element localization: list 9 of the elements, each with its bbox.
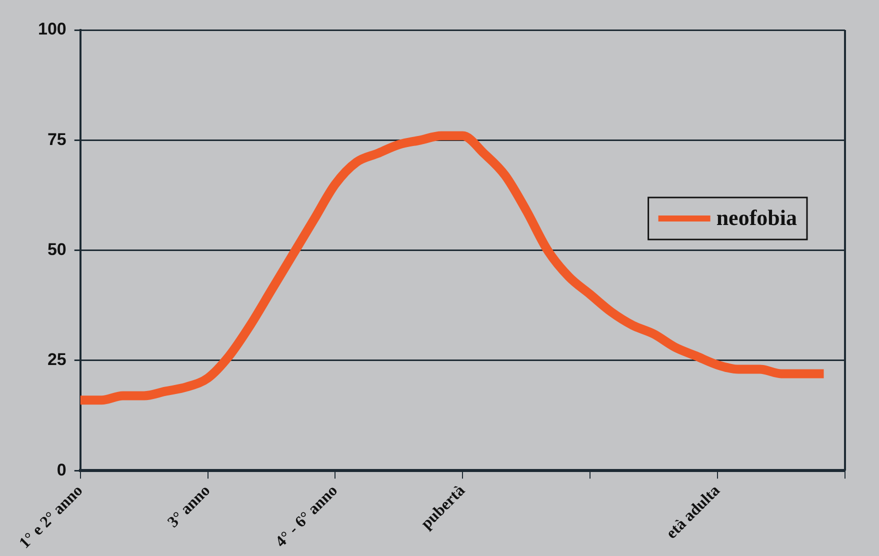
x-tick-label: 1° e 2° anno xyxy=(16,482,86,552)
y-tick-label: 75 xyxy=(47,130,66,149)
x-tick-label: 4° - 6° anno xyxy=(272,482,341,551)
y-tick-label: 50 xyxy=(47,240,66,260)
y-tick-label: 25 xyxy=(47,350,66,370)
y-tick-label: 100 xyxy=(38,20,66,39)
x-tick-label: 3° anno xyxy=(164,482,214,532)
y-tick-label: 0 xyxy=(56,460,66,480)
legend-label: neofobia xyxy=(716,205,798,230)
